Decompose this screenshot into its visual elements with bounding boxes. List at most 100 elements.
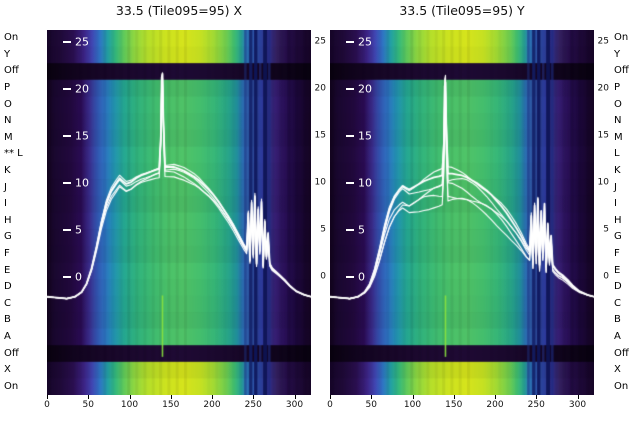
row-label-right: I	[614, 198, 617, 210]
row-label-right: A	[614, 330, 621, 342]
row-label-right: O	[614, 98, 622, 110]
y-tick-label-outer: 10	[597, 177, 609, 188]
y-tick-label-inner: 5	[358, 223, 365, 237]
x-tick-mark	[212, 395, 213, 399]
y-tick-label-outer: 15	[314, 130, 326, 141]
row-label-left: I	[4, 198, 7, 210]
row-label-left: O	[4, 98, 12, 110]
x-tick-mark	[47, 395, 48, 399]
row-label-left: P	[4, 82, 11, 94]
x-tick-mark	[536, 395, 538, 399]
row-label-right: M	[614, 131, 623, 143]
x-tick-label: 300	[285, 400, 304, 410]
y-tick-mark	[346, 229, 354, 231]
y-tick-labels-outer-x: 25 20 15 10 5 0	[313, 30, 326, 395]
row-label-left: Off	[4, 347, 19, 359]
x-tick-mark	[577, 395, 579, 399]
x-tick-mark	[412, 395, 414, 399]
x-tick-label: 0	[327, 400, 333, 410]
row-label-left: M	[4, 131, 13, 143]
row-label-left: H	[4, 214, 12, 226]
x-tick-label: 250	[244, 400, 262, 410]
row-label-right: G	[614, 231, 622, 243]
row-label-right: X	[614, 364, 621, 376]
x-tick-mark	[294, 395, 296, 399]
right-panel-title: 33.5 (Tile095=95) Y	[399, 3, 525, 18]
heatmap-canvas-y	[330, 30, 594, 395]
y-tick-mark	[346, 276, 354, 278]
y-tick-label-outer: 10	[314, 177, 326, 188]
y-tick-mark	[63, 88, 71, 90]
x-tick-label: 100	[403, 400, 422, 410]
row-label-right: P	[614, 82, 621, 94]
row-label-left: E	[4, 264, 11, 276]
y-tick-label-outer: 5	[320, 224, 326, 235]
x-tick-label: 0	[44, 400, 50, 410]
row-label-right: C	[614, 297, 621, 309]
row-label-right: B	[614, 314, 621, 326]
row-label-left: C	[4, 297, 11, 309]
y-tick-label-outer: 25	[597, 36, 609, 47]
row-label-right: Y	[614, 48, 621, 60]
row-label-left: K	[4, 165, 11, 177]
row-label-right: On	[614, 380, 629, 392]
x-tick-label: 150	[445, 400, 463, 410]
row-label-left: B	[4, 314, 11, 326]
y-tick-mark	[346, 135, 354, 137]
y-tick-label-outer: 5	[603, 224, 609, 235]
y-tick-mark	[63, 182, 71, 184]
row-label-right: H	[614, 214, 622, 226]
y-tick-label-outer: 20	[314, 83, 326, 94]
row-label-left: X	[4, 364, 11, 376]
x-tick-label: 200	[486, 400, 504, 410]
x-tick-mark	[371, 395, 373, 399]
x-tick-mark	[453, 395, 455, 399]
y-tick-label-inner: 15	[75, 129, 89, 143]
y-tick-label-outer: 0	[603, 271, 609, 282]
y-tick-label-inner: 25	[75, 35, 89, 49]
row-label-left: Y	[4, 48, 11, 60]
row-label-right: N	[614, 115, 622, 127]
row-label-right: On	[614, 32, 629, 44]
x-axis-y: 0 50 100 150 200 250 300	[327, 395, 594, 417]
row-label-right: D	[614, 281, 622, 293]
y-tick-mark	[63, 135, 71, 137]
row-label-left: On	[4, 380, 19, 392]
x-tick-mark	[495, 395, 496, 399]
row-label-left: F	[4, 247, 10, 259]
y-tick-label-inner: 10	[358, 176, 372, 190]
row-label-right: E	[614, 264, 621, 276]
x-tick-label: 50	[365, 400, 377, 410]
row-label-left: A	[4, 330, 11, 342]
row-label-left: G	[4, 231, 12, 243]
x-tick-label: 300	[568, 400, 587, 410]
y-tick-mark	[63, 276, 71, 278]
y-tick-mark	[346, 182, 354, 184]
y-tick-label-outer: 20	[597, 83, 609, 94]
row-label-left: J	[4, 181, 7, 193]
y-tick-mark	[63, 41, 71, 43]
x-tick-mark	[253, 395, 255, 399]
row-label-right: L	[614, 148, 620, 160]
y-tick-label-inner: 15	[358, 129, 372, 143]
x-tick-label: 150	[162, 400, 180, 410]
y-tick-mark	[346, 88, 354, 90]
y-tick-mark	[63, 229, 71, 231]
row-labels-left: On Y Off P O N M ** L K J I H G F E D C B A Off X On	[4, 30, 46, 395]
heatmap-panel-x: 25 20 15 10 5 0	[47, 30, 311, 395]
x-tick-mark	[129, 395, 131, 399]
y-tick-label-outer: 25	[314, 36, 326, 47]
row-label-left: D	[4, 281, 12, 293]
y-tick-label-inner: 25	[358, 35, 372, 49]
row-label-right: F	[614, 247, 620, 259]
y-tick-label-inner: 5	[75, 223, 82, 237]
heatmap-panel-y: 25 20 15 10 5 0	[330, 30, 594, 395]
heatmap-canvas-x	[47, 30, 311, 395]
y-tick-labels-outer-y: 25 20 15 10 5 0	[596, 30, 609, 395]
x-tick-label: 250	[527, 400, 545, 410]
row-label-left: Off	[4, 65, 19, 77]
x-tick-label: 200	[203, 400, 221, 410]
row-labels-right: On Y Off P O N M L K J I H G F E D C B A Off X On	[614, 30, 640, 395]
y-tick-label-inner: 0	[358, 270, 365, 284]
